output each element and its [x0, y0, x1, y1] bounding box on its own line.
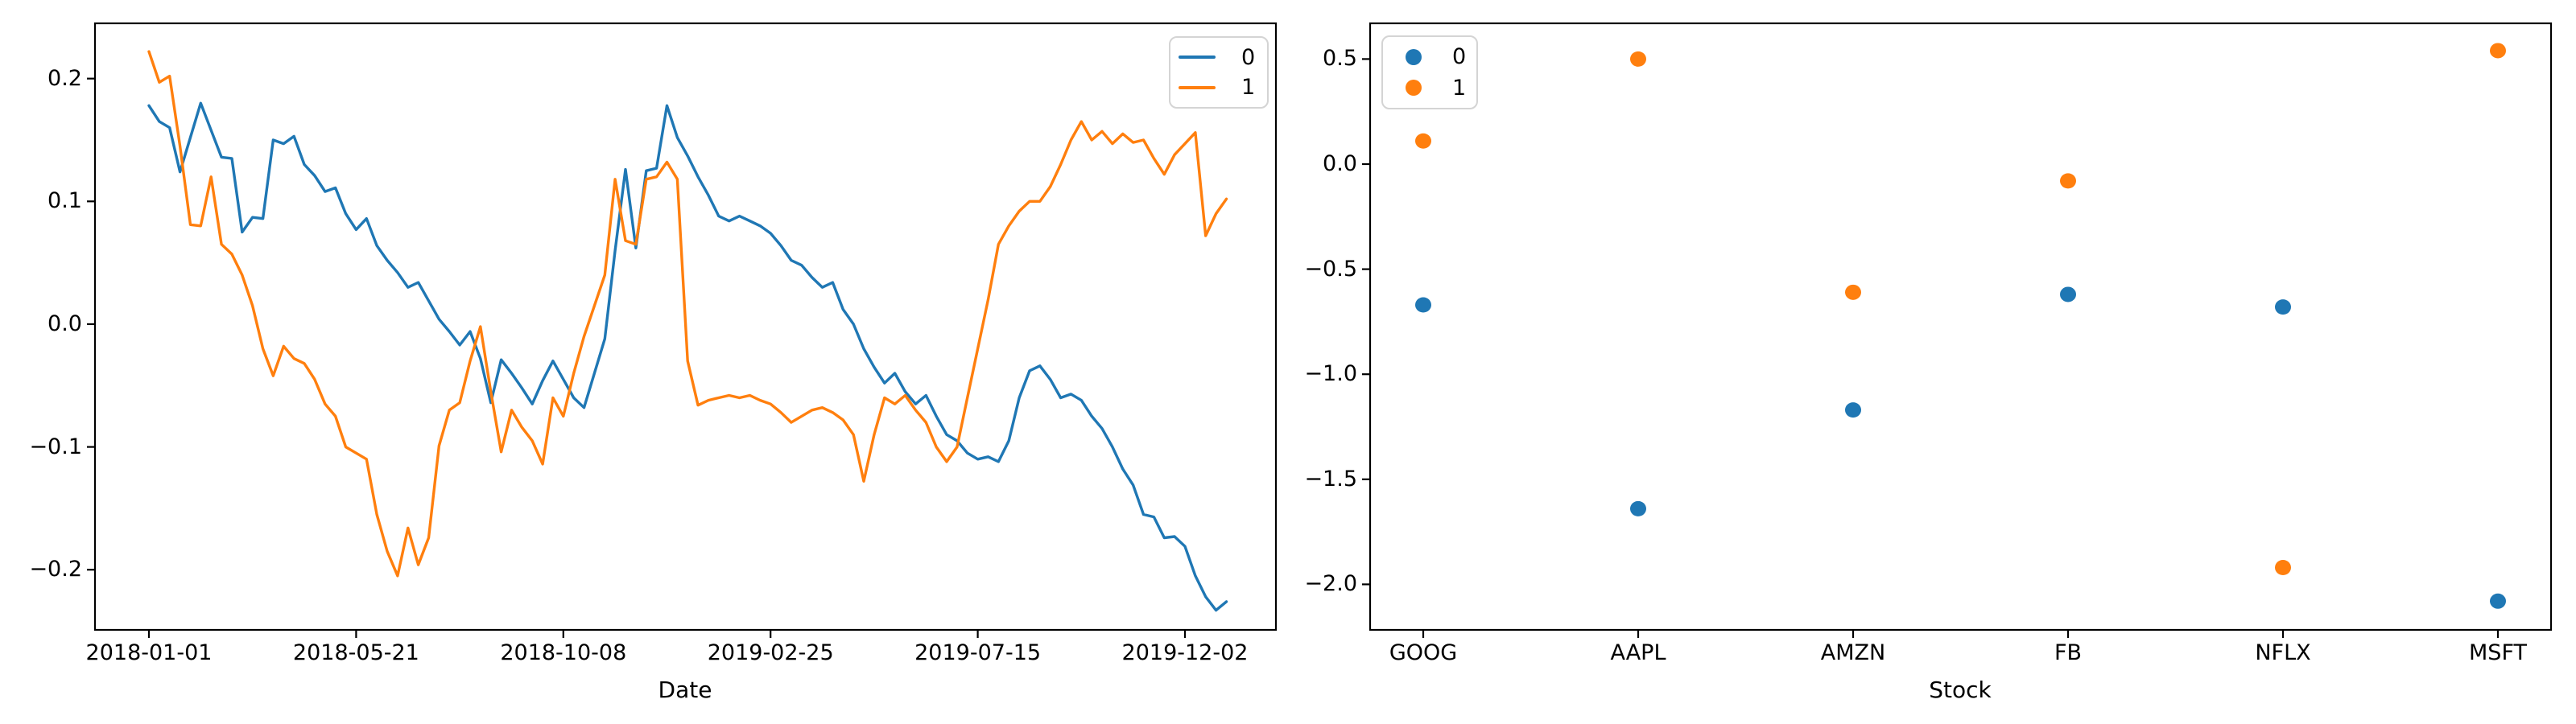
y-tick-label: −1.5	[1304, 466, 1357, 492]
dot-swatch-series-1-icon	[1406, 80, 1422, 97]
dot-swatch-series-0-icon	[1406, 48, 1422, 65]
x-tick-label-msft: MSFT	[2469, 640, 2527, 665]
y-tick-label: 0.2	[47, 65, 82, 91]
x-tick-label: 2019-07-15	[914, 640, 1042, 665]
y-tick-label: −2.0	[1304, 571, 1357, 597]
legend-entry-series-0: 0	[1383, 46, 1476, 68]
line-chart-axes-frame	[93, 22, 1278, 631]
legend-entry-series-1: 1	[1383, 77, 1476, 99]
legend-label: 0	[1241, 44, 1256, 70]
scatter-point-series-1-aapl	[1630, 51, 1646, 67]
scatter-point-series-1-msft	[2490, 43, 2506, 59]
x-tick-label-goog: GOOG	[1389, 640, 1458, 665]
line-series-0	[147, 101, 1228, 612]
scatter-point-series-0-fb	[2060, 286, 2076, 302]
x-tick-label: 2018-01-01	[85, 640, 213, 665]
legend-entry-series-0: 0	[1170, 47, 1267, 68]
y-tick-label: −0.1	[29, 434, 82, 459]
y-tick-label: 0.1	[47, 188, 82, 214]
line-series-1	[147, 50, 1228, 578]
scatter-point-series-1-fb	[2060, 173, 2076, 189]
y-tick-label: −0.2	[29, 557, 82, 582]
x-axis-label-stock: Stock	[1929, 677, 1992, 703]
scatter-point-series-0-msft	[2490, 593, 2506, 609]
scatter-point-series-0-nflx	[2275, 299, 2291, 315]
scatter-point-series-0-amzn	[1845, 402, 1861, 418]
x-tick-label: 2018-05-21	[292, 640, 419, 665]
legend-label: 1	[1241, 75, 1256, 101]
x-tick-label: 2018-10-08	[500, 640, 627, 665]
legend-entry-series-1: 1	[1170, 76, 1267, 98]
y-tick-label: −1.0	[1304, 361, 1357, 387]
x-tick-label-nflx: NFLX	[2255, 640, 2311, 665]
x-tick-label-amzn: AMZN	[1820, 640, 1886, 665]
scatter-point-series-0-goog	[1415, 297, 1431, 313]
x-tick-label-aapl: AAPL	[1610, 640, 1666, 665]
scatter-point-series-1-goog	[1415, 133, 1431, 149]
x-tick-label: 2019-02-25	[707, 640, 834, 665]
scatter-chart-axes-frame	[1368, 22, 2553, 631]
y-tick-label: 0.0	[1323, 151, 1357, 176]
scatter-point-series-1-amzn	[1845, 284, 1861, 300]
legend-label: 1	[1452, 75, 1467, 101]
y-tick-label: 0.0	[47, 311, 82, 336]
legend-line-chart: 0 1	[1169, 36, 1269, 109]
y-tick-label: 0.5	[1323, 46, 1357, 72]
x-tick-label: 2019-12-02	[1121, 640, 1249, 665]
scatter-point-series-1-nflx	[2275, 560, 2291, 576]
legend-label: 0	[1452, 44, 1467, 70]
x-tick-label-fb: FB	[2054, 640, 2083, 665]
y-tick-label: −0.5	[1304, 256, 1357, 282]
line-swatch-series-0-icon	[1179, 56, 1216, 60]
scatter-point-series-0-aapl	[1630, 500, 1646, 516]
x-axis-label-date: Date	[658, 677, 712, 703]
legend-scatter-chart: 0 1	[1381, 35, 1478, 109]
line-swatch-series-1-icon	[1179, 85, 1216, 89]
